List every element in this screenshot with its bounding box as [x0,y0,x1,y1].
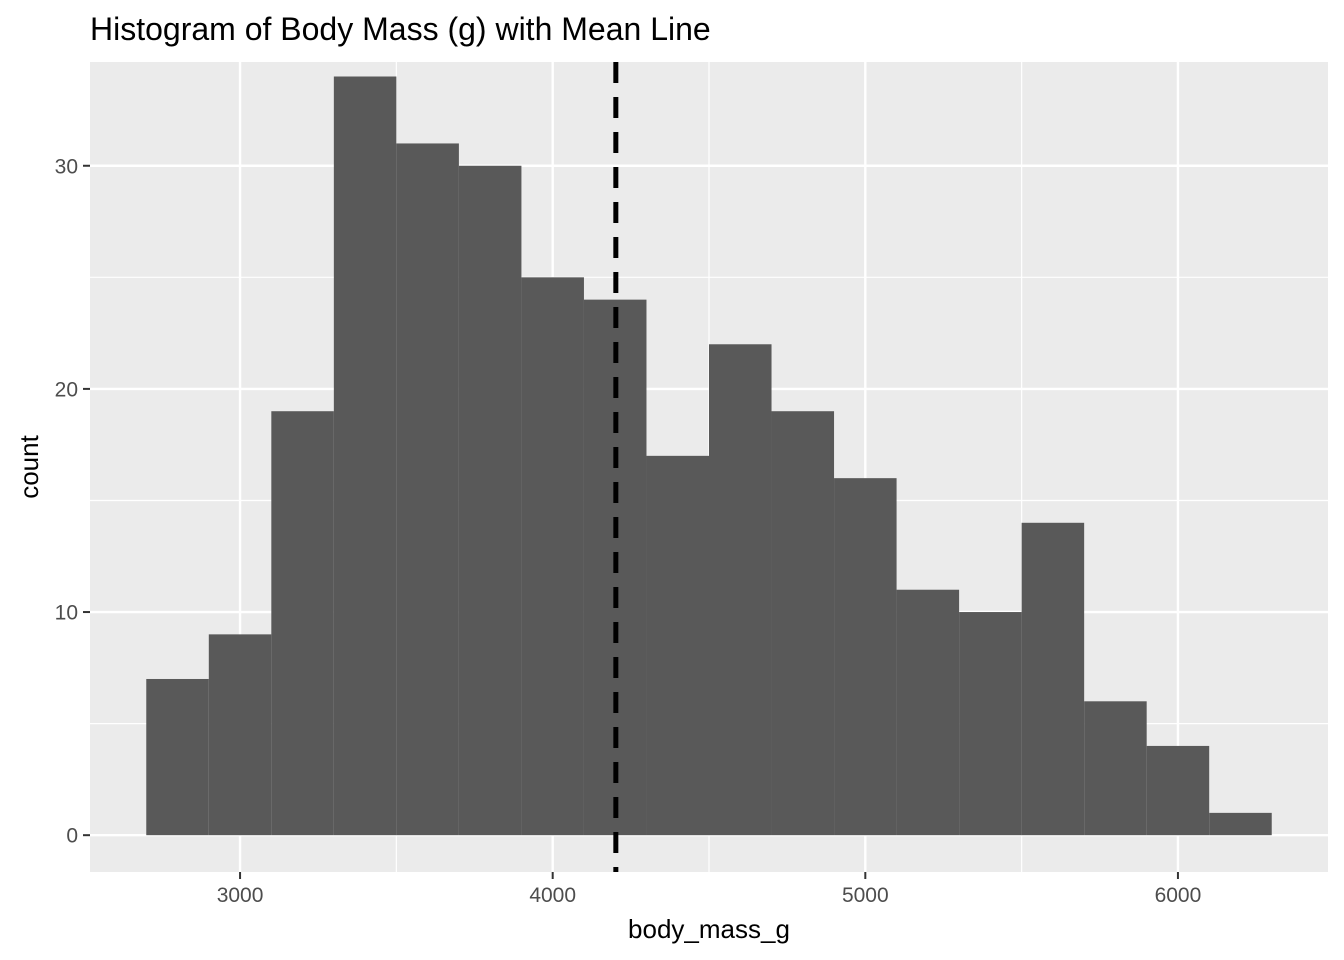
x-tick-label-3: 6000 [1155,884,1202,907]
histogram-bar-0 [146,678,209,836]
histogram-bar-4 [396,143,459,836]
y-tick-label-0: 0 [66,825,78,848]
histogram-bars [146,76,1272,836]
x-axis: 3000 4000 5000 6000 [217,872,1202,907]
y-tick-label-2: 20 [55,378,78,401]
histogram-bar-13 [959,612,1022,836]
histogram-bar-17 [1209,812,1272,836]
histogram-bar-1 [208,634,272,836]
y-axis: 0 10 20 30 [55,155,90,848]
x-tick-label-2: 5000 [842,884,889,907]
histogram-bar-15 [1084,701,1147,836]
histogram-bar-9 [709,344,772,836]
y-tick-label-3: 30 [55,155,78,178]
histogram-bar-14 [1021,522,1085,836]
chart-title: Histogram of Body Mass (g) with Mean Lin… [90,11,711,47]
y-tick-label-1: 10 [55,602,78,625]
histogram-bar-8 [646,455,709,836]
x-axis-label: body_mass_g [628,914,790,944]
histogram-bar-10 [771,411,835,836]
y-axis-label: count [14,434,44,498]
histogram-bar-2 [271,411,334,836]
histogram-bar-3 [333,76,397,836]
histogram-bar-5 [458,165,522,836]
histogram-bar-12 [896,589,960,836]
histogram-bar-6 [521,277,584,836]
x-tick-label-0: 3000 [217,884,264,907]
x-tick-label-1: 4000 [529,884,576,907]
histogram-bar-16 [1146,745,1210,836]
histogram-bar-11 [834,478,897,836]
